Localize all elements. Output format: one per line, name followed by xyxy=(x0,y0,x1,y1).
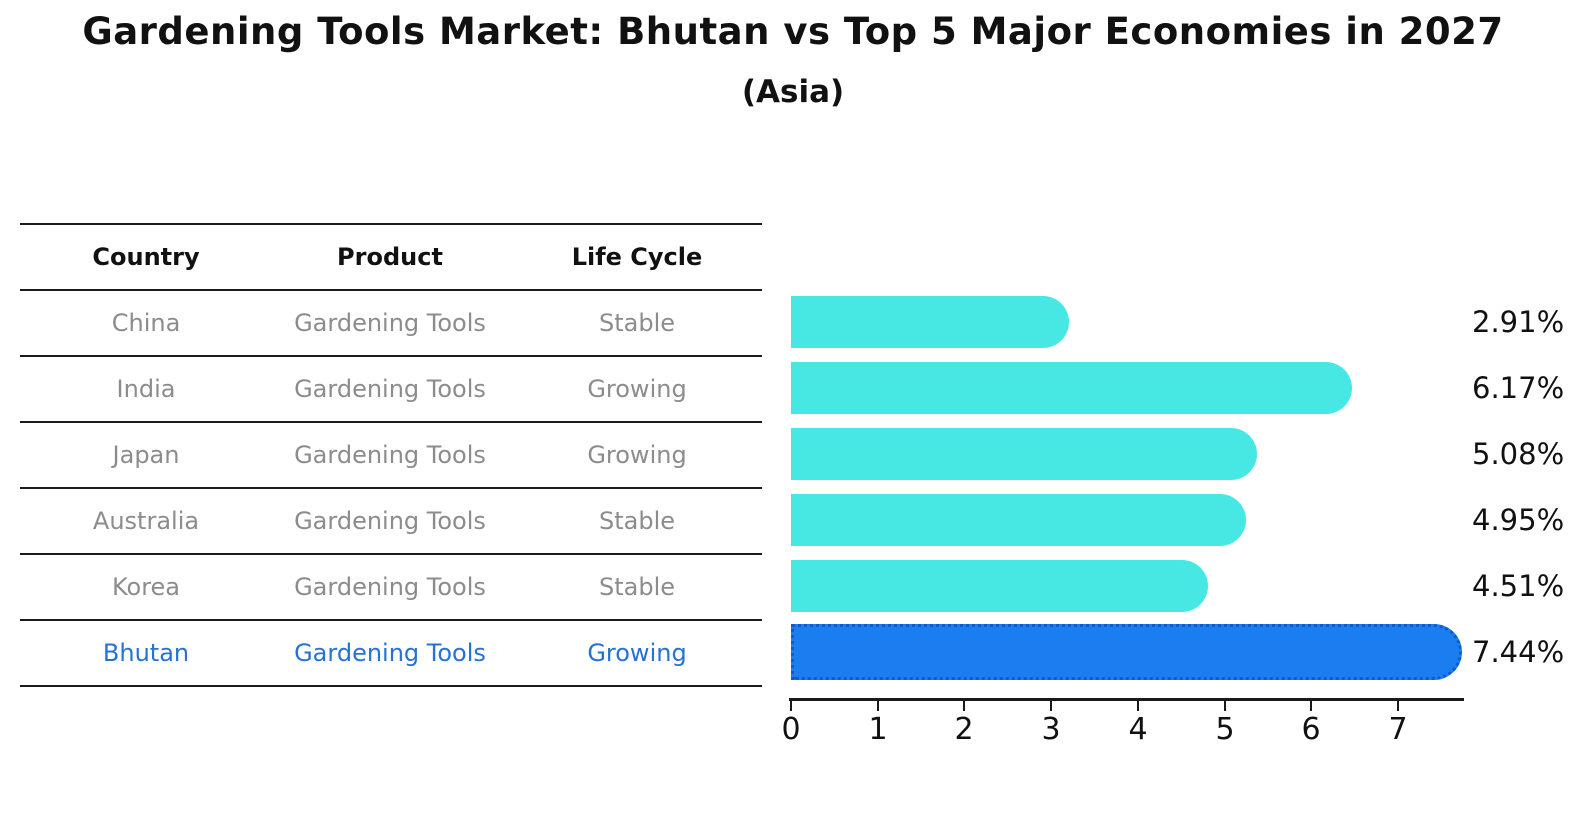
table-cell-product: Gardening Tools xyxy=(294,309,486,337)
x-axis-tick-label: 3 xyxy=(1041,712,1061,747)
table-header-product: Product xyxy=(337,243,443,271)
table-cell-product: Gardening Tools xyxy=(294,441,486,469)
table-header-life-cycle: Life Cycle xyxy=(571,243,703,271)
table-row-divider xyxy=(20,553,762,555)
chart-subtitle: (Asia) xyxy=(741,74,845,110)
bar xyxy=(791,296,1069,348)
x-axis-tick xyxy=(963,699,965,711)
table-cell-country: Australia xyxy=(92,507,200,535)
table-row-divider xyxy=(20,487,762,489)
table-cell-life-cycle: Growing xyxy=(587,441,687,469)
table-header-country: Country xyxy=(92,243,200,271)
x-axis-line xyxy=(789,698,1464,701)
x-axis-tick-label: 6 xyxy=(1301,712,1321,747)
bar-value-label: 7.44% xyxy=(1472,635,1565,669)
bar xyxy=(791,494,1246,546)
table-cell-country: China xyxy=(111,309,181,337)
table-cell-product: Gardening Tools xyxy=(294,375,486,403)
x-axis-tick xyxy=(1050,699,1052,711)
bar-value-label: 6.17% xyxy=(1472,371,1565,405)
table-cell-life-cycle: Stable xyxy=(598,507,676,535)
table-cell-country: Korea xyxy=(111,573,181,601)
table-row-divider xyxy=(20,619,762,621)
table-cell-life-cycle: Stable xyxy=(598,309,676,337)
table-row-divider xyxy=(20,289,762,291)
bar xyxy=(791,428,1257,480)
table-cell-country: India xyxy=(116,375,176,403)
table-cell-product: Gardening Tools xyxy=(294,507,486,535)
chart-title: Gardening Tools Market: Bhutan vs Top 5 … xyxy=(82,10,1504,53)
table-cell-life-cycle: Growing xyxy=(587,375,687,403)
x-axis-tick-label: 0 xyxy=(781,712,801,747)
table-cell-country: Japan xyxy=(112,441,180,469)
table-row-divider xyxy=(20,223,762,225)
x-axis-tick xyxy=(1310,699,1312,711)
table-row-divider xyxy=(20,685,762,687)
table-row-divider xyxy=(20,421,762,423)
x-axis-tick-label: 1 xyxy=(868,712,888,747)
x-axis-tick-label: 2 xyxy=(954,712,974,747)
bar xyxy=(791,560,1208,612)
x-axis-tick-label: 4 xyxy=(1128,712,1148,747)
x-axis-tick xyxy=(1397,699,1399,711)
bar-value-label: 4.51% xyxy=(1472,569,1565,603)
x-axis-tick xyxy=(877,699,879,711)
x-axis-tick-label: 5 xyxy=(1215,712,1235,747)
table-cell-product: Gardening Tools xyxy=(294,573,486,601)
table-cell-product: Gardening Tools xyxy=(294,639,486,667)
bar-highlighted xyxy=(791,624,1462,680)
x-axis-tick-label: 7 xyxy=(1388,712,1408,747)
bar-value-label: 2.91% xyxy=(1472,305,1565,339)
bar-value-label: 5.08% xyxy=(1472,437,1565,471)
table-row-divider xyxy=(20,355,762,357)
bar-value-label: 4.95% xyxy=(1472,503,1565,537)
table-cell-life-cycle: Stable xyxy=(598,573,676,601)
x-axis-tick xyxy=(1137,699,1139,711)
table-cell-life-cycle: Growing xyxy=(587,639,687,667)
x-axis-tick xyxy=(1224,699,1226,711)
table-cell-country: Bhutan xyxy=(102,639,190,667)
bar xyxy=(791,362,1352,414)
x-axis-tick xyxy=(790,699,792,711)
